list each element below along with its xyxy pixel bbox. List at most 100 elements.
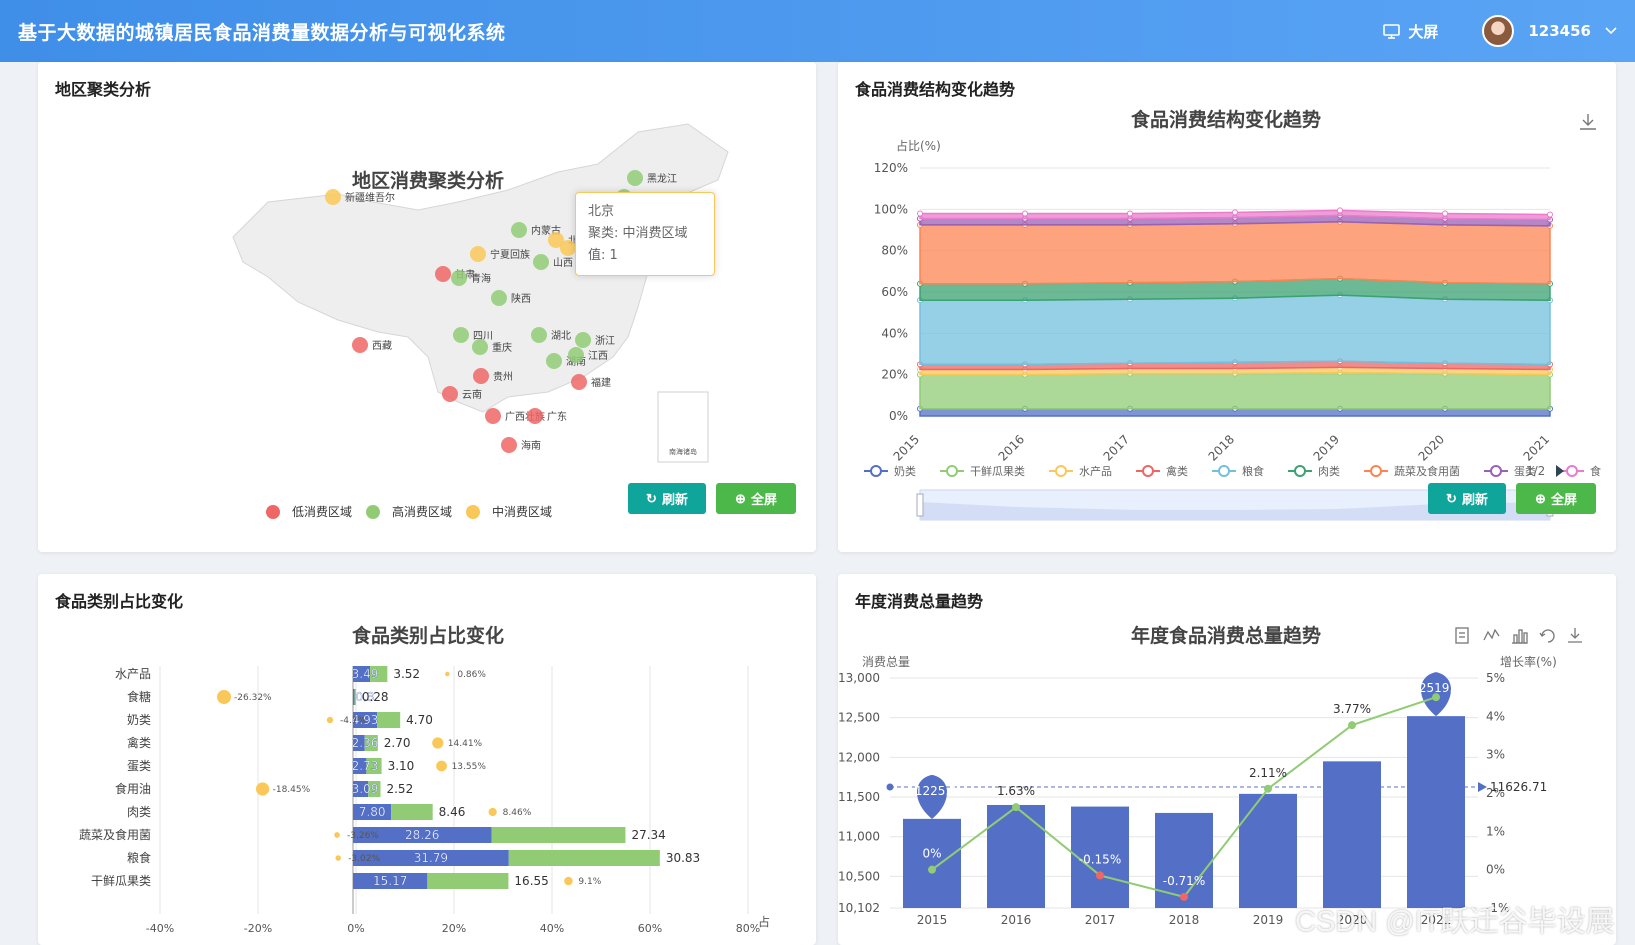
change-dot[interactable]	[432, 737, 444, 749]
map-point[interactable]	[352, 337, 368, 353]
map-point[interactable]	[527, 408, 543, 424]
map-point[interactable]	[575, 332, 591, 348]
legend-label[interactable]: 高消费区域	[392, 504, 452, 519]
legend-label[interactable]: 干鲜瓜果类	[970, 464, 1025, 478]
download-icon[interactable]	[1568, 628, 1582, 643]
area-point[interactable]	[1337, 207, 1343, 214]
area-point[interactable]	[1442, 210, 1448, 217]
area-point[interactable]	[1022, 210, 1028, 217]
bar-2021[interactable]	[427, 873, 509, 889]
legend-next-icon[interactable]	[1556, 465, 1564, 477]
legend-label[interactable]: 低消费区域	[292, 505, 352, 519]
legend-label[interactable]: 禽类	[1166, 464, 1188, 478]
map-point[interactable]	[627, 170, 643, 186]
total-bar[interactable]	[1407, 716, 1465, 908]
area-series[interactable]	[919, 294, 1551, 366]
bar-2015[interactable]	[353, 781, 369, 797]
legend-label[interactable]: 蛋类	[1514, 464, 1536, 478]
change-dot[interactable]	[334, 832, 340, 838]
map-point[interactable]	[546, 353, 562, 369]
map-point[interactable]	[560, 240, 576, 256]
total-bar[interactable]	[903, 818, 961, 908]
refresh-button[interactable]: ↻ 刷新	[628, 483, 706, 514]
map-point[interactable]	[501, 437, 517, 453]
map-point[interactable]	[435, 266, 451, 282]
legend-label[interactable]: 奶类	[894, 464, 916, 478]
total-bar[interactable]	[1071, 806, 1129, 908]
total-bar[interactable]	[987, 804, 1045, 908]
bar-2021[interactable]	[370, 666, 388, 682]
change-dot[interactable]	[326, 716, 334, 724]
bar-chart-icon[interactable]	[1512, 629, 1528, 644]
map-point[interactable]	[531, 327, 547, 343]
change-dot[interactable]	[255, 782, 270, 796]
legend-marker[interactable]	[366, 505, 380, 519]
restore-icon[interactable]	[1539, 629, 1555, 643]
map-point[interactable]	[491, 290, 507, 306]
bar-2015[interactable]	[353, 850, 509, 866]
map-point[interactable]	[568, 347, 584, 363]
map-point[interactable]	[453, 327, 469, 343]
min-marker[interactable]	[917, 774, 947, 819]
bar-2021[interactable]	[354, 689, 356, 705]
bar-2015[interactable]	[353, 689, 355, 705]
download-icon[interactable]	[1580, 114, 1596, 130]
bar-2021[interactable]	[508, 850, 660, 866]
total-bar[interactable]	[1323, 761, 1381, 908]
growth-point[interactable]	[1180, 892, 1188, 901]
bar-2021[interactable]	[368, 781, 381, 797]
change-dot[interactable]	[436, 760, 447, 772]
legend-marker[interactable]	[266, 505, 280, 519]
bar-2015[interactable]	[353, 758, 367, 774]
change-dot[interactable]	[445, 671, 450, 677]
bar-2021[interactable]	[366, 758, 382, 774]
bar-2015[interactable]	[353, 827, 492, 843]
fullscreen-button[interactable]: ⊕ 全屏	[1516, 483, 1596, 514]
bar-2021[interactable]	[364, 735, 378, 751]
legend-marker[interactable]	[466, 505, 480, 519]
bar-2015[interactable]	[353, 804, 392, 820]
legend-label[interactable]: 中消费区域	[492, 504, 552, 519]
map-point[interactable]	[571, 374, 587, 390]
fullscreen-button[interactable]: ⊕ 全屏	[716, 483, 796, 514]
legend-label[interactable]: 食	[1590, 464, 1601, 478]
change-dot[interactable]	[335, 855, 341, 861]
map-point[interactable]	[472, 339, 488, 355]
avatar[interactable]	[1482, 15, 1515, 47]
growth-point[interactable]	[928, 865, 936, 874]
map-point[interactable]	[473, 368, 489, 384]
growth-point[interactable]	[1096, 871, 1104, 880]
change-dot[interactable]	[488, 807, 497, 817]
change-dot[interactable]	[217, 690, 232, 704]
map-point[interactable]	[442, 386, 458, 402]
line-chart-icon[interactable]	[1483, 628, 1500, 641]
growth-point[interactable]	[1264, 784, 1272, 793]
map-point[interactable]	[470, 246, 486, 262]
bar-2021[interactable]	[377, 712, 401, 728]
bar-2021[interactable]	[391, 804, 433, 820]
legend-label[interactable]: 肉类	[1318, 464, 1340, 478]
legend-label[interactable]: 粮食	[1242, 464, 1264, 478]
chevron-down-icon[interactable]	[1605, 27, 1617, 35]
map-point[interactable]	[548, 232, 564, 248]
username[interactable]: 123456	[1528, 22, 1591, 40]
map-point[interactable]	[325, 189, 341, 205]
growth-point[interactable]	[1012, 803, 1020, 812]
area-point[interactable]	[1547, 211, 1553, 218]
legend-label[interactable]: 水产品	[1079, 464, 1112, 478]
area-series[interactable]	[919, 371, 1551, 410]
map-point[interactable]	[485, 408, 501, 424]
map-point[interactable]	[533, 254, 549, 270]
area-point[interactable]	[1232, 209, 1238, 216]
growth-point[interactable]	[1432, 693, 1440, 702]
bar-2021[interactable]	[491, 827, 626, 843]
bar-2015[interactable]	[353, 873, 428, 889]
map-point[interactable]	[511, 222, 527, 238]
data-view-icon[interactable]	[1455, 627, 1469, 644]
refresh-button[interactable]: ↻ 刷新	[1428, 483, 1506, 514]
change-dot[interactable]	[564, 876, 573, 886]
bar-2015[interactable]	[353, 712, 378, 728]
area-point[interactable]	[1127, 210, 1133, 217]
legend-label[interactable]: 蔬菜及食用菌	[1394, 464, 1460, 478]
area-point[interactable]	[917, 210, 923, 217]
